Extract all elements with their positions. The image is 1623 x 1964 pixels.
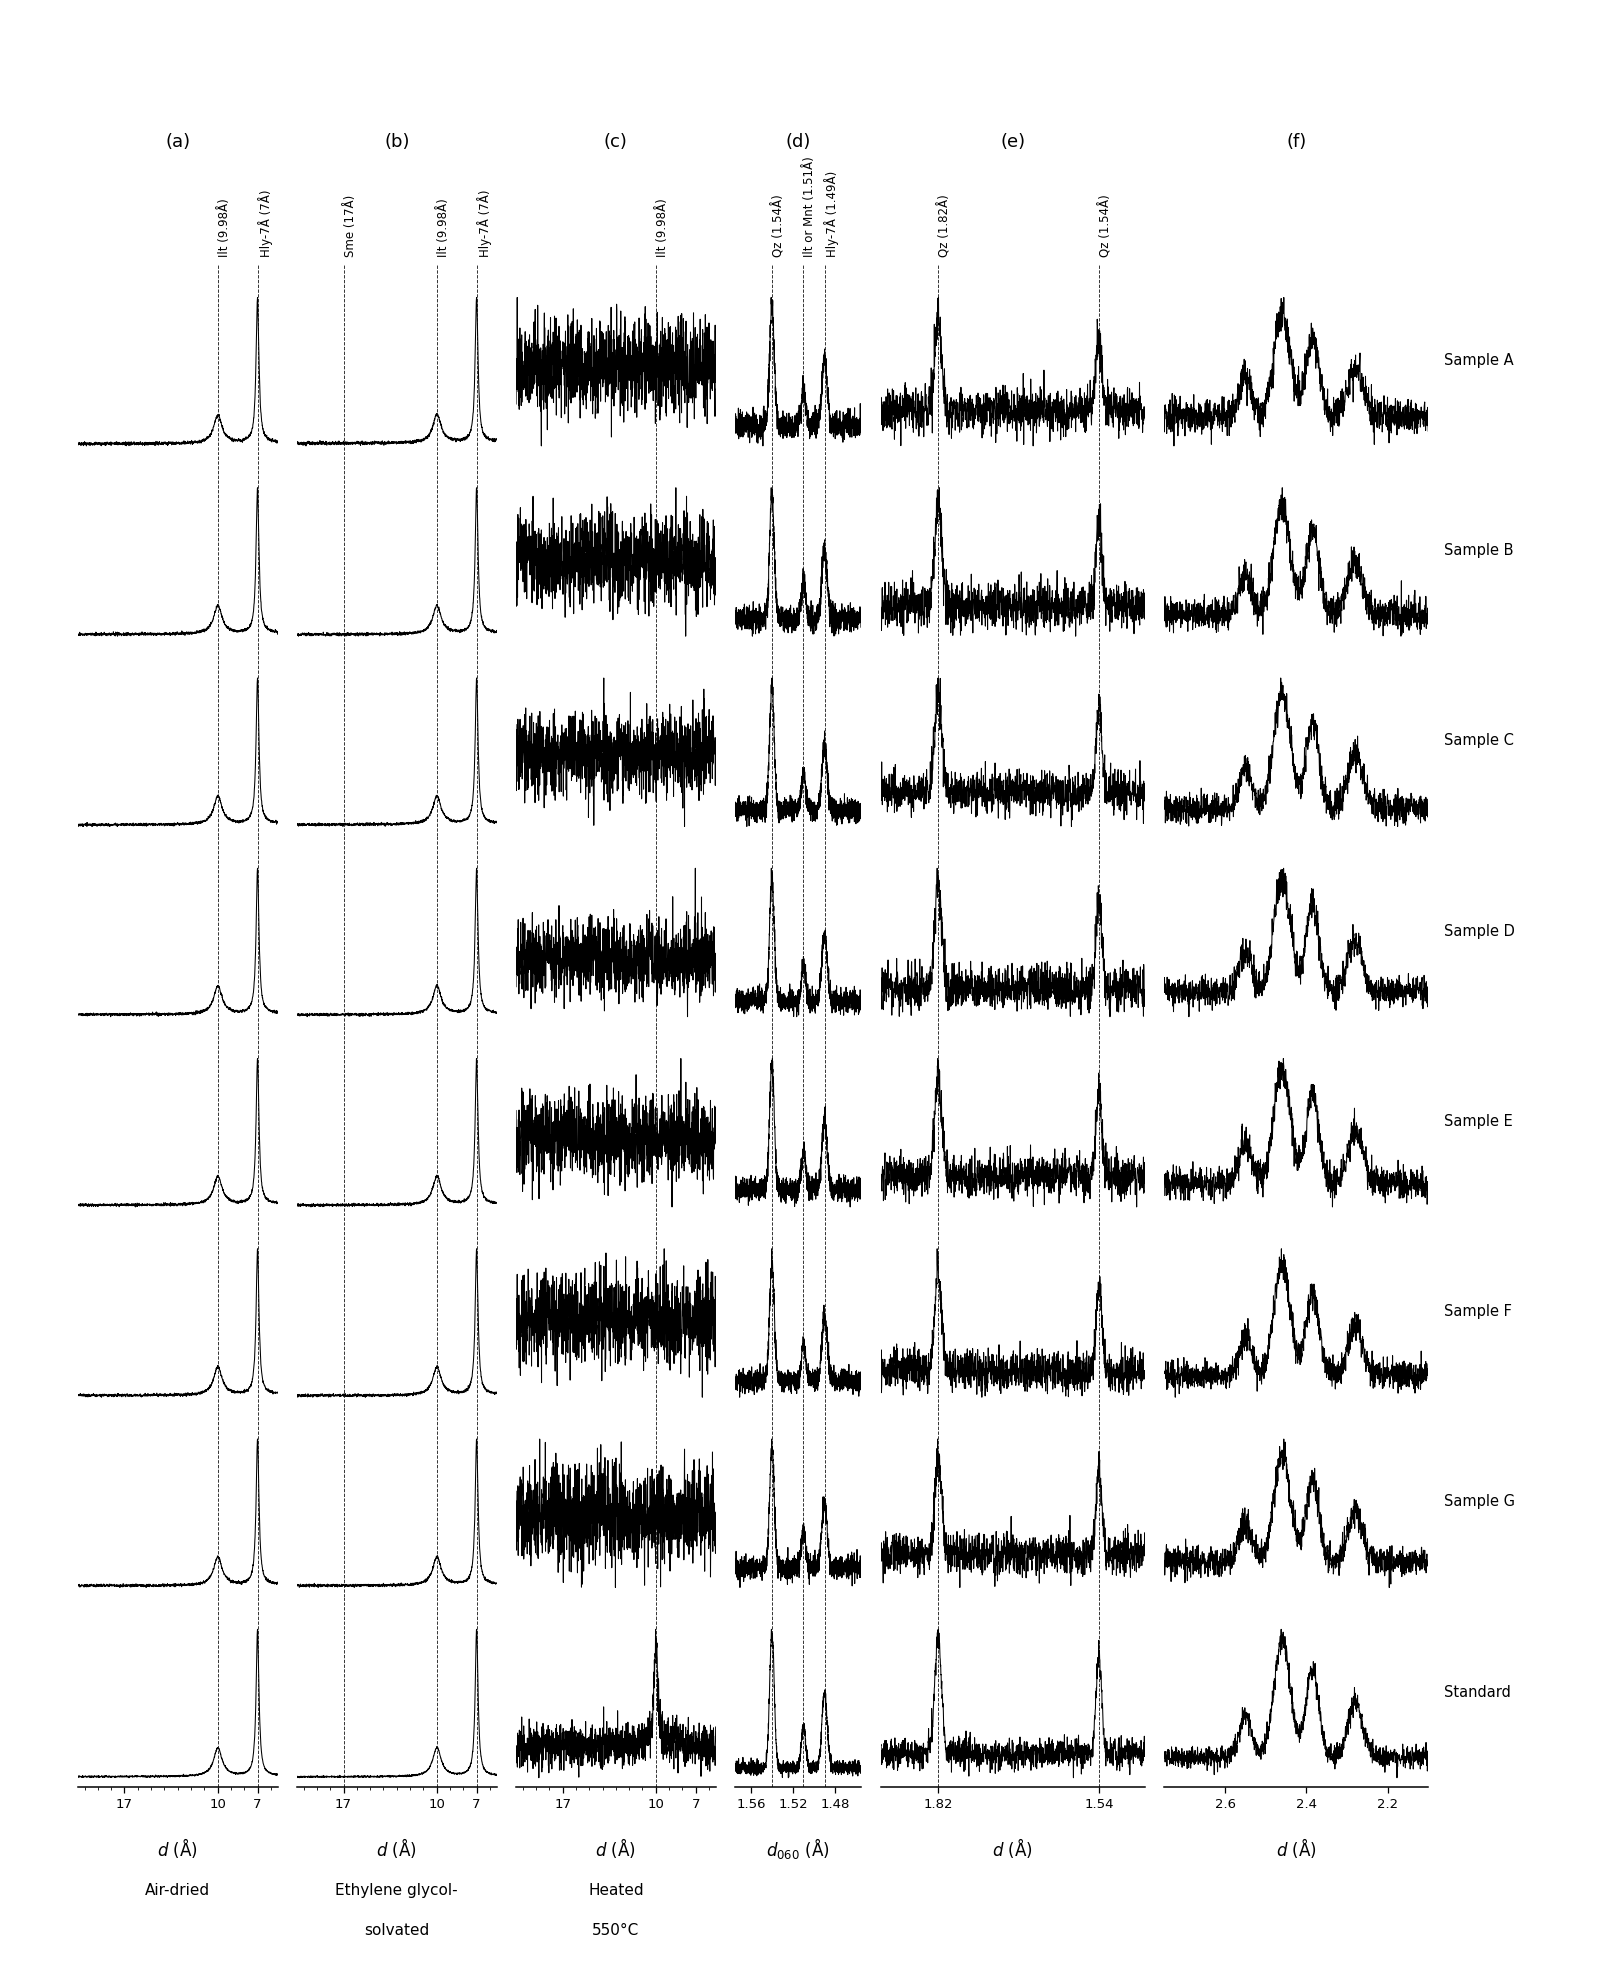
Text: Hly-7Å (7Å): Hly-7Å (7Å) bbox=[258, 191, 273, 257]
Text: Ilt or Mnt (1.51Å): Ilt or Mnt (1.51Å) bbox=[803, 157, 816, 257]
Text: $d$ (Å): $d$ (Å) bbox=[596, 1836, 636, 1860]
Text: $d$ (Å): $d$ (Å) bbox=[1276, 1836, 1316, 1860]
Text: Sample F: Sample F bbox=[1444, 1304, 1513, 1320]
Text: Standard: Standard bbox=[1444, 1685, 1511, 1699]
Text: Heated: Heated bbox=[588, 1883, 644, 1899]
Text: $d$ (Å): $d$ (Å) bbox=[157, 1836, 198, 1860]
Text: (b): (b) bbox=[385, 134, 409, 151]
Text: Ethylene glycol-: Ethylene glycol- bbox=[336, 1883, 458, 1899]
Text: Qz (1.54Å): Qz (1.54Å) bbox=[1099, 194, 1112, 257]
Text: solvated: solvated bbox=[364, 1923, 430, 1938]
Text: (a): (a) bbox=[166, 134, 190, 151]
Text: Qz (1.54Å): Qz (1.54Å) bbox=[773, 194, 786, 257]
Text: (e): (e) bbox=[1000, 134, 1026, 151]
Text: Sample B: Sample B bbox=[1444, 542, 1514, 558]
Text: Sme (17Å): Sme (17Å) bbox=[344, 194, 357, 257]
Text: Qz (1.82Å): Qz (1.82Å) bbox=[938, 194, 951, 257]
Text: $d$ (Å): $d$ (Å) bbox=[377, 1836, 417, 1860]
Text: (f): (f) bbox=[1285, 134, 1307, 151]
Text: Sample D: Sample D bbox=[1444, 923, 1516, 939]
Text: Sample E: Sample E bbox=[1444, 1114, 1513, 1129]
Text: (c): (c) bbox=[604, 134, 628, 151]
Text: Sample A: Sample A bbox=[1444, 354, 1514, 367]
Text: $d$ (Å): $d$ (Å) bbox=[992, 1836, 1034, 1860]
Text: 550°C: 550°C bbox=[592, 1923, 639, 1938]
Text: Sample G: Sample G bbox=[1444, 1495, 1516, 1510]
Text: Hly-7Å (7Å): Hly-7Å (7Å) bbox=[477, 191, 492, 257]
Text: Sample C: Sample C bbox=[1444, 733, 1514, 748]
Text: Air-dried: Air-dried bbox=[144, 1883, 211, 1899]
Text: Ilt (9.98Å): Ilt (9.98Å) bbox=[217, 198, 230, 257]
Text: Ilt (9.98Å): Ilt (9.98Å) bbox=[437, 198, 450, 257]
Text: (d): (d) bbox=[786, 134, 812, 151]
Text: Ilt (9.98Å): Ilt (9.98Å) bbox=[656, 198, 669, 257]
Text: Hly-7Å (1.49Å): Hly-7Å (1.49Å) bbox=[824, 171, 839, 257]
Text: $d_{060}$ (Å): $d_{060}$ (Å) bbox=[766, 1836, 829, 1862]
